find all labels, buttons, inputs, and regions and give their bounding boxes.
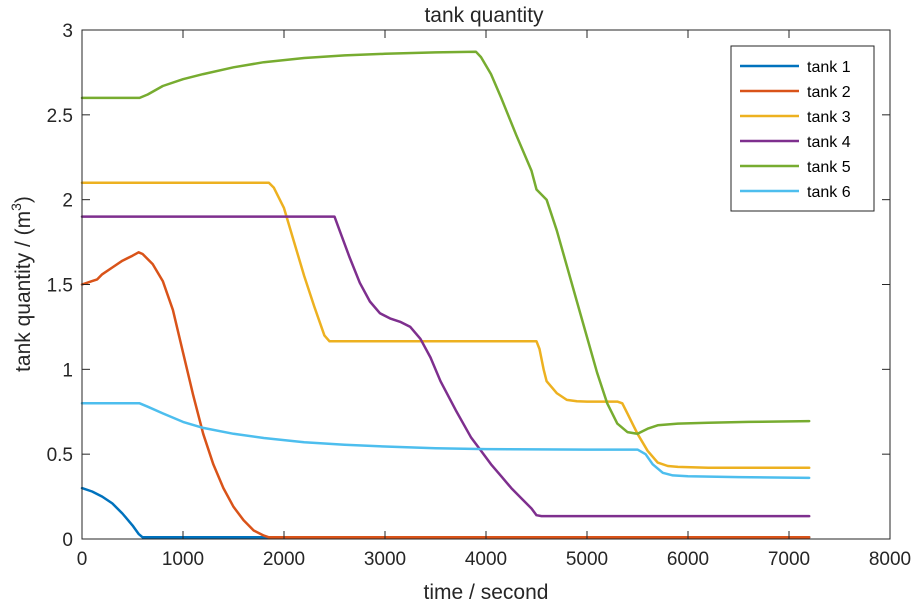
legend-box xyxy=(730,45,875,212)
y-axis-label-close: ) xyxy=(12,196,35,203)
legend-label-tank-2: tank 2 xyxy=(807,84,851,101)
legend-label-tank-3: tank 3 xyxy=(807,109,851,126)
y-axis-label-main: tank quantity / (m xyxy=(12,211,35,372)
x-tick-label: 5000 xyxy=(566,549,608,570)
legend-label-tank-4: tank 4 xyxy=(807,134,851,151)
chart-title: tank quantity xyxy=(424,4,544,27)
legend-label-tank-1: tank 1 xyxy=(807,59,851,76)
x-tick-label: 8000 xyxy=(869,549,911,570)
y-tick-label: 2.5 xyxy=(47,106,73,127)
legend-label-tank-5: tank 5 xyxy=(807,159,851,176)
y-tick-label: 0.5 xyxy=(47,445,73,466)
x-tick-label: 6000 xyxy=(667,549,709,570)
legend-label-tank-6: tank 6 xyxy=(807,184,851,201)
series-line-tank-3 xyxy=(80,181,811,469)
x-tick-label: 4000 xyxy=(465,549,507,570)
y-axis-label: tank quantity / (m3) xyxy=(8,196,35,372)
x-axis-label: time / second xyxy=(424,581,549,604)
y-axis-label-superscript: 3 xyxy=(8,203,24,211)
series-line-tank-1 xyxy=(80,486,811,539)
series-line-tank-5 xyxy=(80,50,811,436)
y-tick-label: 0 xyxy=(62,530,73,551)
y-tick-label: 1.5 xyxy=(47,276,73,297)
legend: tank 1 tank 2 tank 3 tank 4 tank 5 tank 6 xyxy=(730,45,875,212)
series-line-tank-6 xyxy=(80,402,811,480)
y-tick-label: 3 xyxy=(62,21,73,42)
series-line-tank-4 xyxy=(80,215,811,518)
series-line-tank-2 xyxy=(80,251,811,539)
y-axis: 0 0.5 1 1.5 2 2.5 3 xyxy=(47,21,890,551)
y-tick-label: 2 xyxy=(62,191,73,212)
x-tick-label: 1000 xyxy=(162,549,204,570)
x-tick-label: 3000 xyxy=(364,549,406,570)
x-axis: 0 1000 2000 3000 4000 5000 6000 7000 8000 xyxy=(77,30,911,570)
x-tick-label: 2000 xyxy=(263,549,305,570)
series-layer xyxy=(80,50,811,539)
x-tick-label: 0 xyxy=(77,549,88,570)
x-tick-label: 7000 xyxy=(768,549,810,570)
y-tick-label: 1 xyxy=(62,360,73,381)
